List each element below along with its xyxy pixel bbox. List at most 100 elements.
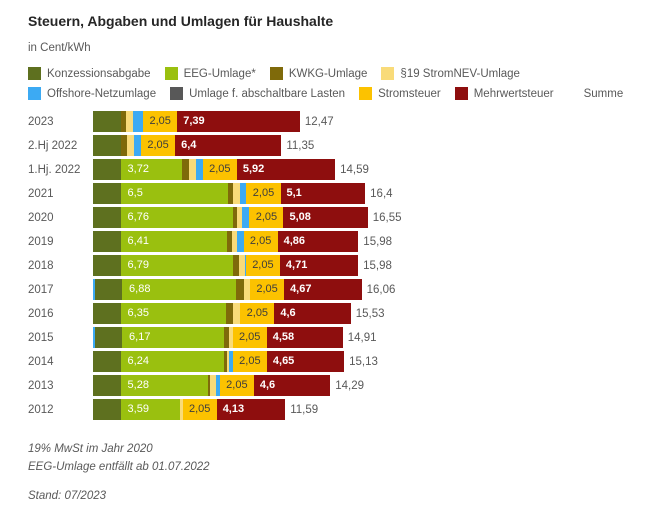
bar-2012: 3,59 2,05 4,13: [93, 399, 286, 420]
legend-swatch-konzessionsabgabe: [28, 67, 41, 80]
bar-segment-19-stromnev-umlage: [228, 327, 233, 348]
category-label: 2014: [28, 355, 54, 368]
legend-label: Summe: [583, 87, 624, 100]
legend-swatch-offshore-netzumlage: [28, 87, 41, 100]
segment-value-label: 6,4: [181, 139, 197, 151]
footnote-mwst: 19% MwSt im Jahr 2020: [28, 443, 153, 455]
bar-segment-eeg-umlage: 6,5: [120, 183, 229, 204]
bar-segment-konzessionsabgabe: [93, 351, 121, 372]
bar-segment-19-stromnev-umlage: [227, 351, 229, 372]
category-label: 2017: [28, 283, 54, 296]
category-label: 2018: [28, 259, 54, 272]
segment-value-label: 6,41: [127, 235, 149, 247]
bar-segment-konzessionsabgabe: [93, 399, 121, 420]
bar-segment-19-stromnev-umlage: [236, 207, 243, 228]
bar-segment-kwkg-umlage: [225, 303, 234, 324]
sum-label: 11,35: [286, 139, 315, 152]
bar-segment-konzessionsabgabe: [93, 183, 121, 204]
bar-segment-offshore-netzumlage: [93, 327, 95, 348]
bar-segment-kwkg-umlage: [233, 255, 239, 276]
category-label: 2019: [28, 235, 54, 248]
legend-item-stromsteuer: Stromsteuer: [359, 87, 441, 100]
category-label: 2015: [28, 331, 54, 344]
bar-segment-mehrwertsteuer: 4,13: [216, 399, 286, 420]
bar-1-hj-2022: 3,72 2,05 5,92: [93, 159, 336, 180]
category-label: 2023: [28, 115, 54, 128]
chart-row-2014: 2014 6,24 2,05 4,65 15,13: [28, 351, 665, 372]
chart-row-1-hj-2022: 1.Hj. 2022 3,72 2,05 5,92 14,59: [28, 159, 665, 180]
chart-row-2020: 2020 6,76 2,05 5,08 16,55: [28, 207, 665, 228]
segment-value-label: 5,1: [286, 187, 302, 199]
sum-label: 14,91: [347, 331, 377, 344]
bar-segment-stromsteuer: 2,05: [232, 351, 267, 372]
bar-segment-19-stromnev-umlage: [233, 303, 240, 324]
bar-segment-19-stromnev-umlage: [210, 375, 216, 396]
bar-segment-mehrwertsteuer: 4,65: [266, 351, 345, 372]
sum-label: 16,55: [372, 211, 402, 224]
bar-segment-eeg-umlage: 3,72: [120, 159, 183, 180]
bar-segment-19-stromnev-umlage: [232, 183, 240, 204]
sum-label: 15,98: [363, 235, 393, 248]
bar-segment-offshore-netzumlage: [236, 231, 244, 252]
segment-value-label: 2,05: [252, 187, 275, 199]
bar-segment-stromsteuer: 2,05: [219, 375, 254, 396]
bar-2013: 5,28 2,05 4,6: [93, 375, 331, 396]
legend-label: Mehrwertsteuer: [473, 87, 554, 100]
bar-segment-mehrwertsteuer: 4,86: [277, 231, 359, 252]
bar-2018: 6,79 2,05 4,71: [93, 255, 359, 276]
legend-label: Stromsteuer: [378, 87, 441, 100]
segment-value-label: 2,05: [249, 235, 272, 247]
chart-row-2018: 2018 6,79 2,05 4,71 15,98: [28, 255, 665, 276]
segment-value-label: 2,05: [238, 331, 261, 343]
category-label: 2021: [28, 187, 54, 200]
chart-row-2021: 2021 6,5 2,05 5,1 16,4: [28, 183, 665, 204]
bar-segment-offshore-netzumlage: [228, 351, 233, 372]
legend-label: §19 StromNEV-Umlage: [400, 67, 520, 80]
bar-2016: 6,35 2,05 4,6: [93, 303, 351, 324]
chart-row-2016: 2016 6,35 2,05 4,6 15,53: [28, 303, 665, 324]
segment-value-label: 2,05: [246, 307, 269, 319]
sum-label: 15,53: [355, 307, 385, 320]
segment-value-label: 2,05: [255, 211, 278, 223]
bar-segment-mehrwertsteuer: 4,58: [266, 327, 343, 348]
legend-label: KWKG-Umlage: [288, 67, 368, 80]
legend-item-kwkg-umlage: KWKG-Umlage: [269, 67, 368, 80]
bar-segment-19-stromnev-umlage: [126, 135, 135, 156]
segment-value-label: 2,05: [147, 139, 169, 151]
bar-segment-stromsteuer: 2,05: [246, 183, 281, 204]
segment-value-label: 3,72: [127, 163, 149, 175]
legend-label: Offshore-Netzumlage: [47, 87, 157, 100]
bar-segment-offshore-netzumlage: [242, 207, 250, 228]
bar-segment-offshore-netzumlage: [215, 375, 220, 396]
segment-value-label: 4,13: [222, 403, 245, 415]
sum-label: 16,06: [366, 283, 396, 296]
legend-item-eeg-umlage: EEG-Umlage*: [164, 67, 256, 80]
bar-segment-19-stromnev-umlage: [238, 255, 246, 276]
category-label: 1.Hj. 2022: [28, 163, 81, 176]
bar-segment-kwkg-umlage: [224, 351, 228, 372]
legend-label: Konzessionsabgabe: [47, 67, 151, 80]
bar-segment-offshore-netzumlage: [133, 111, 144, 132]
bar-segment-kwkg-umlage: [208, 375, 211, 396]
bar-2017: 6,88 2,05 4,67: [93, 279, 362, 300]
segment-value-label: 4,86: [283, 235, 306, 247]
segment-value-label: 5,28: [127, 379, 149, 391]
sum-label: 14,29: [335, 379, 365, 392]
bar-segment-eeg-umlage: 6,88: [122, 279, 237, 300]
segment-value-label: 7,39: [183, 115, 205, 127]
bar-segment-konzessionsabgabe: [93, 231, 121, 252]
chart-row-2-hj-2022: 2.Hj 2022 2,05 6,4 11,35: [28, 135, 665, 156]
bar-2019: 6,41 2,05 4,86: [93, 231, 359, 252]
sum-label: 15,13: [349, 355, 378, 368]
bar-segment-mehrwertsteuer: 4,71: [279, 255, 359, 276]
footnotes: 19% MwSt im Jahr 2020 EEG-Umlage entfäll…: [28, 440, 665, 476]
sum-label: 12,47: [304, 115, 334, 128]
bar-segment-19-stromnev-umlage: [231, 231, 237, 252]
legend-item-umlage-f-abschaltbare-lasten: Umlage f. abschaltbare Lasten: [170, 87, 345, 100]
bar-segment-stromsteuer: 2,05: [240, 303, 275, 324]
legend-item-konzessionsabgabe: Konzessionsabgabe: [28, 67, 151, 80]
segment-value-label: 6,79: [127, 259, 149, 271]
segment-value-label: 2,05: [149, 115, 171, 127]
bar-segment-eeg-umlage: 6,24: [120, 351, 225, 372]
